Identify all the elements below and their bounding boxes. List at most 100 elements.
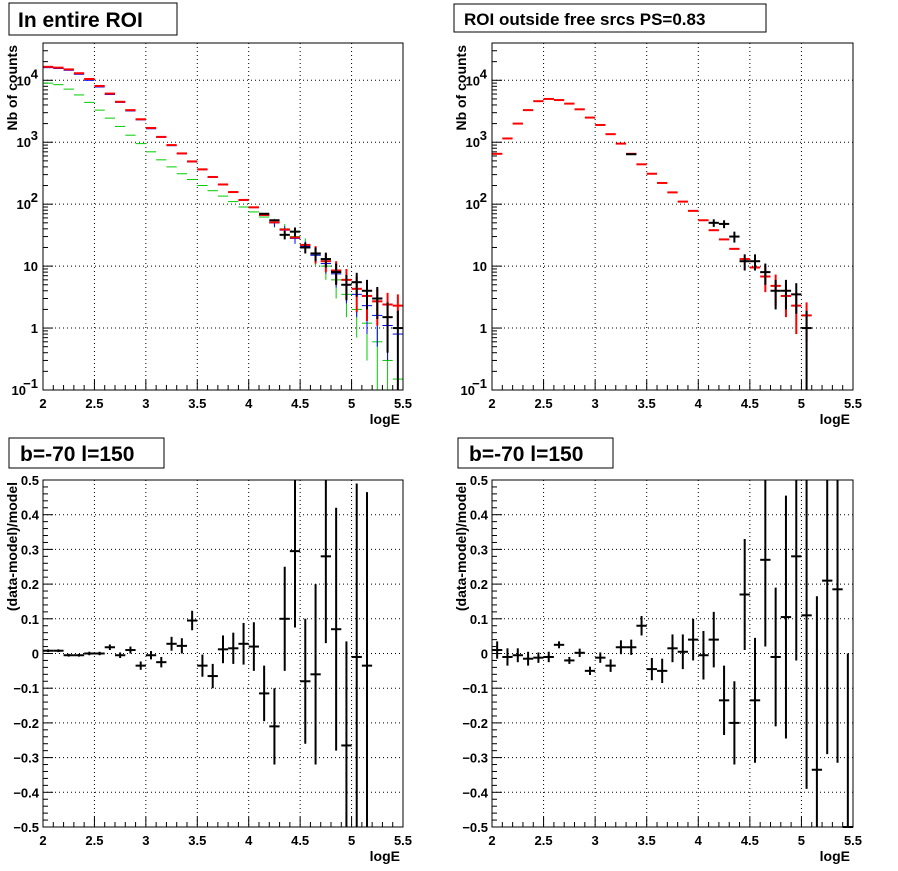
x-tick-label: 3.5 [638, 833, 656, 848]
y-axis-label: (data-model)/model [453, 482, 469, 611]
y-tick-label: 0.4 [21, 508, 40, 523]
x-tick-label: 2 [39, 833, 46, 848]
x-tick-label: 4.5 [741, 396, 759, 411]
x-tick-label: 5.5 [844, 833, 862, 848]
x-tick-label: 2.5 [535, 833, 553, 848]
y-tick-label: −0.4 [462, 785, 488, 800]
y-axis-label: Nb of counts [453, 45, 469, 131]
y-tick-label: 0.4 [470, 508, 489, 523]
y-tick-label: 0.2 [21, 577, 39, 592]
y-tick-label: −0.2 [462, 716, 488, 731]
y-tick-label: 10 [473, 259, 487, 274]
y-tick-label: −0.5 [13, 820, 39, 835]
title-box [8, 437, 165, 469]
x-tick-label: 3.5 [638, 396, 656, 411]
y-tick-exponent: 3 [480, 128, 487, 143]
x-tick-label: 5.5 [394, 396, 412, 411]
title-box [457, 437, 614, 469]
plot-frame [491, 42, 854, 391]
y-tick-label: 0.1 [21, 612, 39, 627]
x-tick-label: 2.5 [85, 833, 103, 848]
y-tick-label: 10 [17, 197, 31, 212]
y-tick-label: 1 [31, 321, 38, 336]
x-tick-label: 4 [695, 833, 703, 848]
y-tick-label: −0.1 [13, 681, 39, 696]
y-tick-label: 0.1 [470, 612, 488, 627]
y-tick-label: 0 [481, 647, 488, 662]
x-tick-label: 3.5 [188, 396, 206, 411]
x-tick-label: 4.5 [291, 396, 309, 411]
y-tick-label: 0 [32, 647, 39, 662]
y-tick-exponent: 4 [31, 66, 39, 81]
y-tick-label: 0.3 [470, 542, 488, 557]
plot-area-residuals-left: 2 2.5 3 3.5 4 4.5 5 5.5 −0.5 −0.4 −0.3 −0.2 −0.1 0 0.1… [4, 473, 412, 864]
y-tick-label: 10 [17, 73, 31, 88]
panel-title: b=-70 l=150 [20, 443, 134, 466]
x-axis-label: logE [820, 411, 850, 427]
y-tick-label: −0.3 [462, 751, 488, 766]
x-tick-label: 4 [245, 396, 253, 411]
x-tick-label: 5 [798, 396, 805, 411]
y-tick-label: 0.3 [21, 542, 39, 557]
y-tick-exponent: 2 [480, 190, 487, 205]
x-tick-label: 4.5 [291, 833, 309, 848]
data-series [626, 153, 812, 390]
x-tick-label: 3 [592, 833, 599, 848]
title-box [453, 3, 767, 33]
data-series [492, 97, 812, 342]
x-axis-label: logE [370, 848, 400, 864]
y-tick-exponent: −1 [472, 376, 487, 391]
panel-title: ROI outside free srcs PS=0.83 [464, 10, 705, 29]
y-axis-label: Nb of counts [4, 45, 20, 131]
y-tick-label: 0.2 [470, 577, 488, 592]
y-tick-label: 0.5 [470, 473, 488, 488]
x-tick-label: 5.5 [844, 396, 862, 411]
y-tick-label: 10 [12, 383, 26, 398]
y-tick-label: −0.4 [13, 785, 39, 800]
y-tick-label: −0.3 [13, 751, 39, 766]
x-tick-label: 2.5 [535, 396, 553, 411]
data-series [492, 480, 853, 828]
x-tick-label: 3.5 [188, 833, 206, 848]
x-tick-label: 3 [142, 833, 149, 848]
x-tick-label: 2 [39, 396, 46, 411]
y-tick-exponent: 3 [31, 128, 38, 143]
y-tick-label: 10 [466, 197, 480, 212]
data-series [259, 212, 403, 390]
x-tick-label: 4 [695, 396, 703, 411]
panel-top-right: ROI outside free srcs PS=0.83 2 2.5 3 3.5 4 4… [453, 3, 862, 427]
y-tick-label: 10 [466, 135, 480, 150]
x-tick-label: 3 [142, 396, 149, 411]
data-series [43, 67, 403, 372]
x-axis-label: logE [820, 848, 850, 864]
x-tick-label: 5.5 [394, 833, 412, 848]
x-tick-label: 4 [245, 833, 253, 848]
data-series [43, 82, 403, 390]
x-tick-label: 2.5 [85, 396, 103, 411]
y-tick-label: −0.2 [13, 716, 39, 731]
y-tick-label: 0.5 [21, 473, 39, 488]
data-series [43, 480, 373, 827]
x-tick-label: 2 [488, 396, 495, 411]
y-tick-exponent: 4 [480, 66, 488, 81]
y-tick-label: 10 [466, 73, 480, 88]
y-tick-label: 10 [461, 383, 475, 398]
x-tick-label: 3 [592, 396, 599, 411]
x-tick-label: 4.5 [741, 833, 759, 848]
plot-frame [491, 479, 854, 828]
panel-bottom-left: b=-70 l=150 2 2.5 3 3.5 4 4.5 5 5.5 −0.5 −0.4 −0.3… [4, 437, 412, 864]
y-tick-label: 10 [24, 259, 38, 274]
plot-frame [42, 42, 404, 391]
panel-bottom-right: b=-70 l=150 2 2.5 3 3.5 4 4.5 5 5.5 −0.5 −0.4 −0.3… [453, 437, 862, 864]
y-tick-label: −0.1 [462, 681, 488, 696]
y-tick-label: 1 [480, 321, 487, 336]
panel-title: b=-70 l=150 [469, 443, 583, 466]
plot-frame [42, 479, 404, 828]
y-tick-exponent: 2 [31, 190, 38, 205]
y-tick-label: −0.5 [462, 820, 488, 835]
y-axis-label: (data-model)/model [4, 482, 20, 611]
